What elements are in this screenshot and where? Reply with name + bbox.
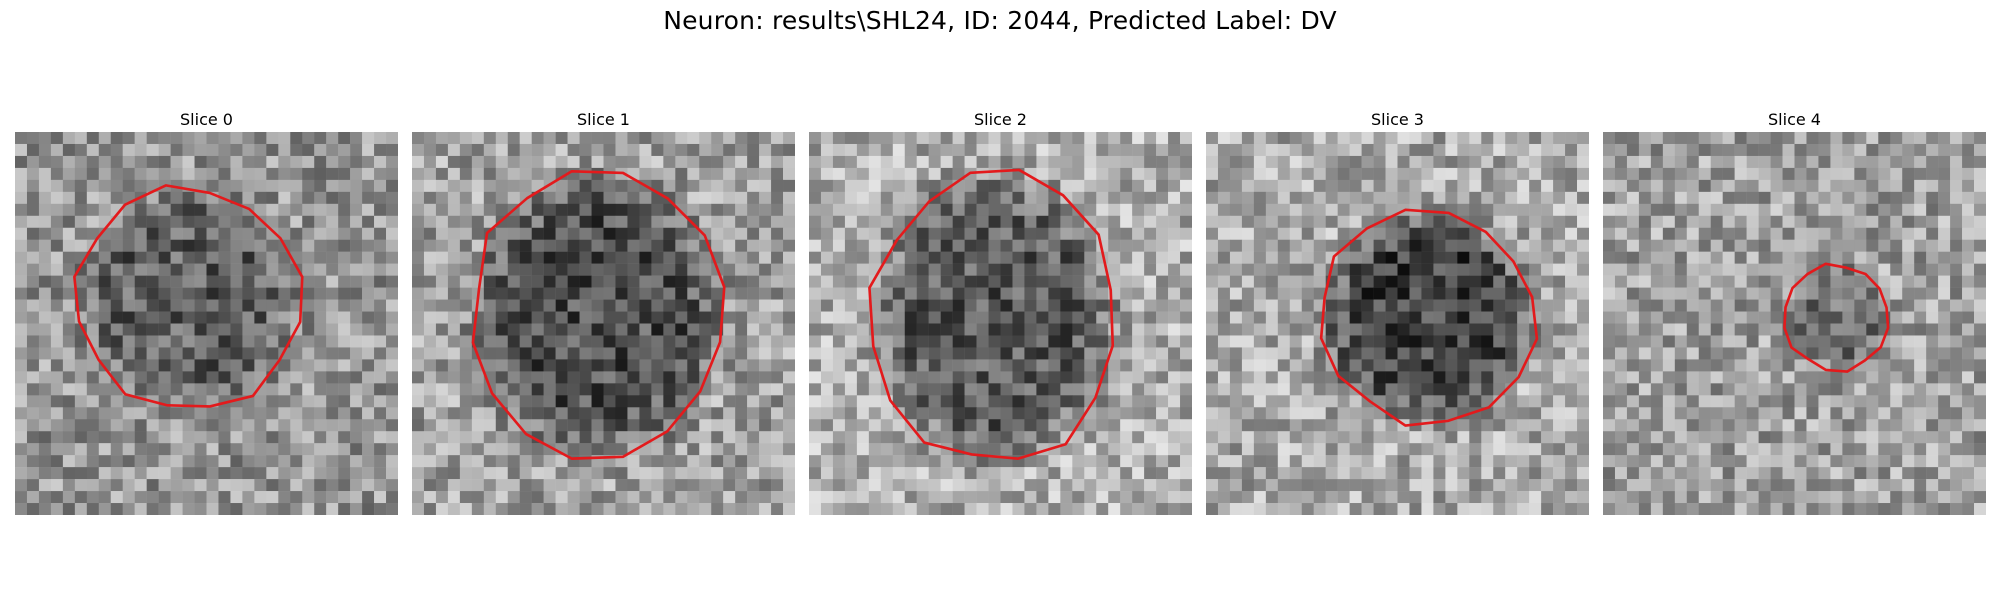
slice-image-4 bbox=[1603, 132, 1986, 515]
roi-outline bbox=[73, 184, 304, 408]
slice-title-0: Slice 0 bbox=[180, 110, 233, 129]
slice-panel-1: Slice 1 bbox=[412, 110, 795, 515]
slice-image-1 bbox=[412, 132, 795, 515]
pixel-grid bbox=[1206, 132, 1589, 515]
slice-panel-4: Slice 4 bbox=[1603, 110, 1986, 515]
pixel-grid bbox=[15, 132, 398, 515]
pixel-grid bbox=[809, 132, 1192, 515]
slice-title-2: Slice 2 bbox=[974, 110, 1027, 129]
pixel-grid bbox=[412, 132, 795, 515]
figure-title: Neuron: results\SHL24, ID: 2044, Predict… bbox=[663, 6, 1337, 35]
roi-outline bbox=[471, 169, 726, 460]
roi-outline bbox=[1319, 208, 1539, 427]
pixel-grid bbox=[1603, 132, 1986, 515]
slice-title-3: Slice 3 bbox=[1371, 110, 1424, 129]
slice-panel-3: Slice 3 bbox=[1206, 110, 1589, 515]
slice-panel-2: Slice 2 bbox=[809, 110, 1192, 515]
slice-image-3 bbox=[1206, 132, 1589, 515]
slice-panel-0: Slice 0 bbox=[15, 110, 398, 515]
roi-outline bbox=[1783, 262, 1890, 373]
slice-image-2 bbox=[809, 132, 1192, 515]
slice-image-0 bbox=[15, 132, 398, 515]
slice-title-1: Slice 1 bbox=[577, 110, 630, 129]
roi-outline bbox=[868, 168, 1115, 460]
slice-title-4: Slice 4 bbox=[1768, 110, 1821, 129]
